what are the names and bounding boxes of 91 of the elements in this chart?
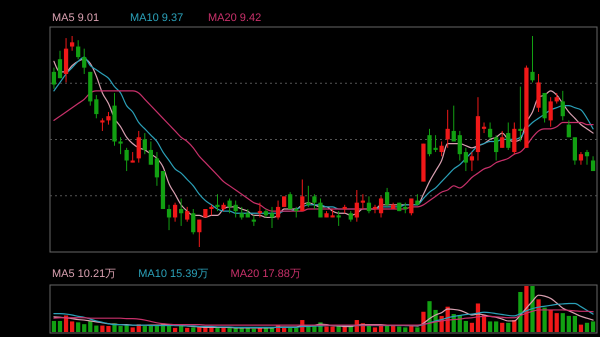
bar: [488, 321, 492, 332]
candlestick: [500, 130, 504, 148]
candlestick: [300, 178, 304, 212]
candlestick: [554, 92, 559, 104]
text: MA20 9.42: [208, 12, 262, 24]
bar: [512, 320, 516, 332]
bar: [391, 326, 396, 332]
bar: [415, 327, 420, 332]
candlestick: [306, 185, 310, 208]
bar: [106, 326, 111, 332]
candlestick: [142, 132, 147, 155]
bar: [191, 327, 196, 332]
candlestick: [578, 152, 584, 166]
candlestick: [548, 96, 553, 128]
candlestick: [227, 198, 232, 214]
candlestick: [154, 152, 160, 186]
bar: [172, 328, 178, 332]
candlestick: [148, 141, 153, 166]
bar: [590, 321, 596, 332]
candlestick: [124, 147, 129, 172]
bar: [372, 327, 378, 332]
bar: [197, 326, 202, 332]
candlestick: [318, 198, 323, 218]
candlestick: [348, 210, 353, 222]
candlestick: [482, 122, 486, 134]
candlestick: [276, 200, 280, 220]
candlestick: [166, 204, 172, 231]
candlestick: [82, 48, 86, 74]
candlestick: [52, 67, 56, 90]
candlestick: [384, 187, 390, 208]
candlestick: [58, 50, 62, 79]
bar: [336, 326, 341, 332]
text: MA5 10.21万: [52, 268, 116, 280]
bar: [52, 320, 56, 332]
candlestick: [294, 206, 298, 218]
candlestick: [572, 136, 578, 166]
bar: [100, 326, 105, 332]
bar: [118, 326, 123, 332]
bar: [221, 328, 226, 332]
candlestick: [409, 198, 414, 216]
candlestick: [530, 36, 535, 83]
bar: [578, 324, 584, 332]
candlestick: [234, 200, 238, 218]
candlestick: [560, 90, 565, 121]
bar: [70, 321, 74, 332]
bar: [154, 326, 160, 332]
candlestick: [506, 122, 510, 150]
candlestick: [312, 194, 317, 210]
candlestick: [185, 206, 190, 222]
candlestick: [512, 122, 516, 155]
candlestick: [288, 192, 292, 210]
candlestick: [336, 210, 341, 226]
bar: [470, 322, 474, 332]
bar: [330, 326, 335, 332]
bar: [500, 322, 504, 332]
bar: [342, 326, 347, 332]
bar: [348, 326, 353, 332]
bar: [185, 328, 190, 332]
candlestick: [179, 198, 184, 226]
candlestick: [354, 190, 359, 222]
bar: [572, 316, 578, 332]
bar: [542, 308, 547, 332]
candlestick: [415, 194, 420, 206]
candlestick: [446, 109, 450, 148]
candlestick: [191, 208, 196, 235]
candlestick: [378, 196, 384, 218]
bar: [584, 322, 590, 332]
candlestick: [440, 141, 444, 157]
text: MA10 15.39万: [138, 268, 209, 280]
candlestick: [197, 219, 202, 248]
candlestick: [270, 206, 274, 229]
candlestick: [252, 214, 256, 226]
candlestick: [494, 134, 498, 161]
candlestick: [106, 111, 111, 126]
candlestick: [590, 156, 596, 172]
candlestick: [566, 120, 571, 138]
candlestick: [366, 196, 372, 214]
candlestick: [136, 130, 141, 164]
bar: [324, 326, 329, 332]
candlestick: [76, 40, 80, 60]
candlestick: [427, 128, 432, 157]
text: MA5 9.01: [52, 12, 100, 24]
candlestick: [584, 149, 590, 166]
text: MA20 17.88万: [230, 268, 301, 280]
bar: [58, 320, 62, 332]
bar: [494, 321, 498, 332]
bar: [179, 326, 184, 332]
text: MA10 9.37: [130, 12, 184, 24]
candlestick: [488, 122, 492, 140]
bar: [506, 322, 510, 332]
candlestick: [172, 202, 178, 222]
